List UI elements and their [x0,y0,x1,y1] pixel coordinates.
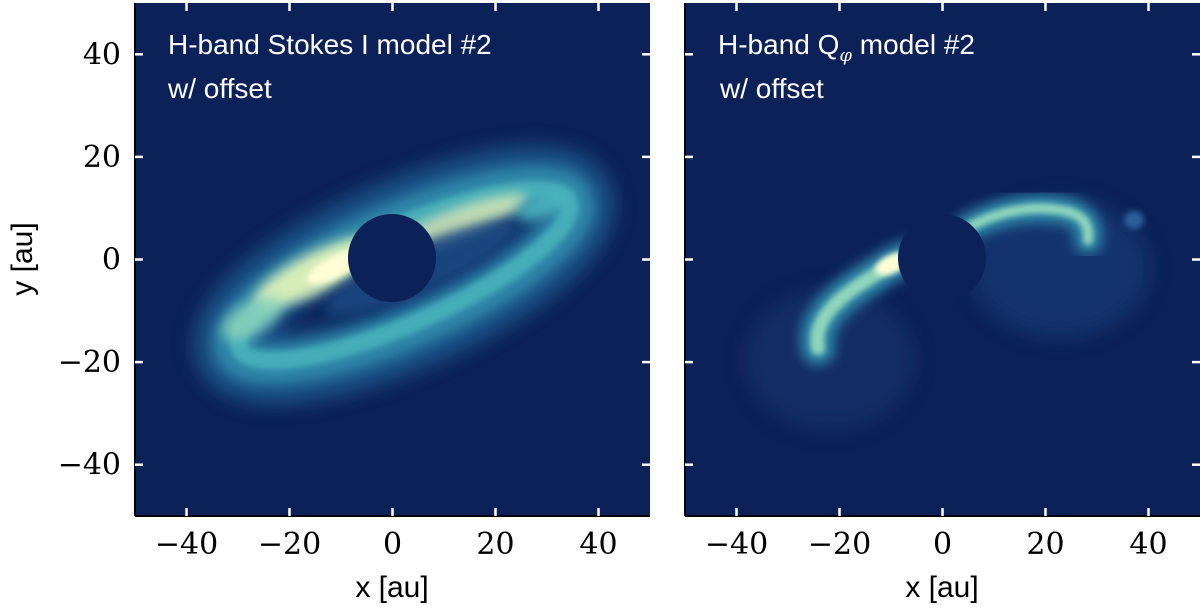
x-tick-label-qphi: 40 [1129,527,1167,562]
x-tick-label-qphi: −20 [808,527,871,562]
panel-stokes-i-axes: −40 −20 0 20 40 −40 −20 0 20 40 [58,3,650,562]
right-ansa [516,189,574,221]
x-tick-label-stokes-i: −40 [155,527,218,562]
panel-qphi-subtitle: w/ offset [719,73,824,104]
x-tick-label-qphi: 20 [1026,527,1064,562]
bright-arc-left-edge [221,296,283,340]
y-tick-label-stokes-i: 40 [83,37,121,72]
y-tick-label-stokes-i: −40 [58,448,121,483]
y-tick-label-stokes-i: −20 [58,345,121,380]
x-tick-label-qphi: 0 [933,527,952,562]
x-tick-label-qphi: −40 [705,527,768,562]
x-tick-label-stokes-i: 40 [579,527,617,562]
panel-stokes-i-image [193,146,615,404]
y-tick-label-stokes-i: 0 [102,243,121,278]
x-tick-label-stokes-i: 0 [383,527,402,562]
coronagraph-mask-left [348,214,436,302]
x-tick-label-stokes-i: 20 [476,527,514,562]
northern-arm [963,203,1094,245]
x-tick-label-stokes-i: −20 [258,527,321,562]
coronagraph-mask-right [898,214,986,302]
panel-qphi-title: H-band Qφ model #2 [718,29,975,66]
panel-qphi-axes: −40 −20 0 20 40 [684,3,1200,562]
faint-blob [1124,211,1144,229]
panel-qphi-image [745,194,1150,430]
panel-stokes-i-subtitle: w/ offset [167,73,272,104]
y-tick-label-stokes-i: 20 [83,140,121,175]
left-x-axis-title: x [au] [355,571,428,604]
panel-qphi: H-band Qφ model #2 w/ offset −40 −20 0 20 40 [684,3,1200,562]
right-x-axis-title: x [au] [905,571,978,604]
faint-halo [970,198,1150,338]
panel-stokes-i-title: H-band Stokes I model #2 [168,29,492,60]
y-axis-title: y [au] [6,222,39,295]
panel-stokes-i: H-band Stokes I model #2 w/ offset −40 −2… [58,3,650,562]
